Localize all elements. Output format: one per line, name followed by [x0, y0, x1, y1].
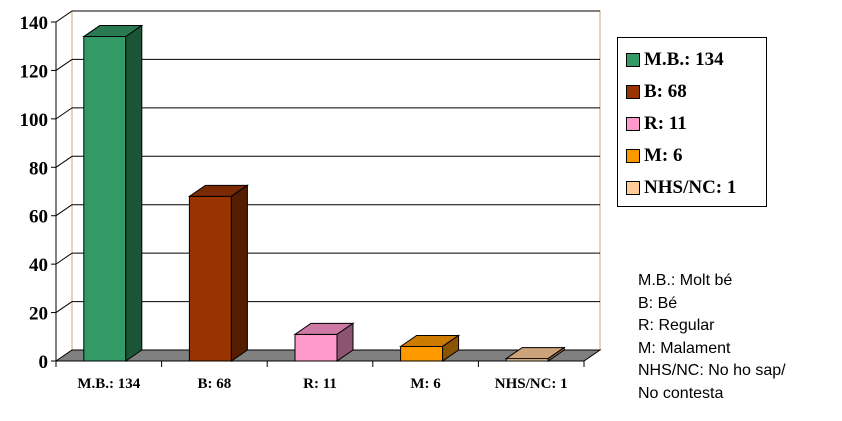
legend-item: M: 6	[626, 144, 683, 168]
gridline-side	[55, 155, 73, 168]
legend-swatch	[626, 85, 640, 99]
bar-side	[547, 346, 565, 362]
note-line: R: Regular	[638, 317, 715, 334]
back-wall	[71, 10, 601, 351]
x-tick-label: B: 68	[198, 376, 232, 392]
legend-label: NHS/NC: 1	[644, 177, 737, 198]
gridlines	[55, 10, 600, 313]
bar-front	[400, 345, 444, 362]
y-tick-labels: 0 20 40 60 80 100 120 140	[20, 13, 49, 373]
gridline-side	[55, 107, 73, 120]
bar	[398, 334, 461, 362]
bar-side	[125, 24, 143, 362]
bar-front	[83, 36, 127, 362]
abbreviation-notes: M.B.: Molt bé B: Bé R: Regular M: Malame…	[638, 270, 786, 405]
bar	[187, 184, 250, 362]
bar-front	[294, 333, 338, 362]
y-tick-label: 80	[29, 158, 48, 179]
legend-item: B: 68	[626, 80, 687, 104]
bar	[504, 346, 566, 362]
x-tick-label: M.B.: 134	[77, 376, 140, 392]
x-tick-label: NHS/NC: 1	[495, 376, 568, 392]
legend-label: M: 6	[644, 145, 683, 166]
y-tick-label: 40	[29, 255, 48, 276]
y-tick-label: 100	[20, 110, 49, 131]
y-tick-label: 0	[39, 352, 49, 373]
note-line: No contesta	[638, 384, 724, 402]
legend-label: B: 68	[644, 81, 687, 102]
legend-swatch	[626, 181, 640, 195]
x-tick-label: M: 6	[410, 376, 441, 392]
legend: M.B.: 134 B: 68 R: 11 M: 6 NHS/NC: 1	[617, 37, 767, 207]
x-tick-labels: M.B.: 134 B: 68 R: 11 M: 6 NHS/NC: 1	[77, 376, 567, 392]
note-line: M: Malament	[638, 339, 731, 357]
y-tick-label: 140	[20, 13, 49, 34]
note-line: NHS/NC: No ho sap/	[638, 362, 786, 379]
bar-side	[230, 184, 248, 362]
note-line: B: Bé	[638, 294, 678, 312]
note-line: M.B.: Molt bé	[638, 272, 733, 289]
legend-item: NHS/NC: 1	[626, 176, 736, 200]
bar-side	[442, 334, 460, 362]
legend-swatch	[626, 117, 640, 131]
y-tick-label: 20	[29, 304, 48, 325]
gridline-side	[55, 204, 73, 217]
legend-item: R: 11	[626, 112, 687, 136]
bar-side	[336, 322, 354, 362]
legend-item: M.B.: 134	[626, 48, 724, 72]
bar	[82, 24, 144, 362]
bar-front	[188, 195, 232, 362]
legend-swatch	[626, 149, 640, 163]
legend-swatch	[626, 53, 640, 67]
gridline-side	[55, 301, 73, 313]
legend-label: R: 11	[644, 113, 687, 134]
y-tick-label: 120	[20, 61, 49, 82]
y-tick-label: 60	[29, 207, 48, 228]
x-tick-label: R: 11	[303, 376, 337, 392]
legend-label: M.B.: 134	[644, 49, 724, 70]
gridline-side	[55, 10, 73, 23]
bar	[293, 322, 355, 362]
bars	[82, 24, 566, 362]
gridline-side	[55, 59, 73, 71]
gridline-side	[55, 252, 73, 265]
